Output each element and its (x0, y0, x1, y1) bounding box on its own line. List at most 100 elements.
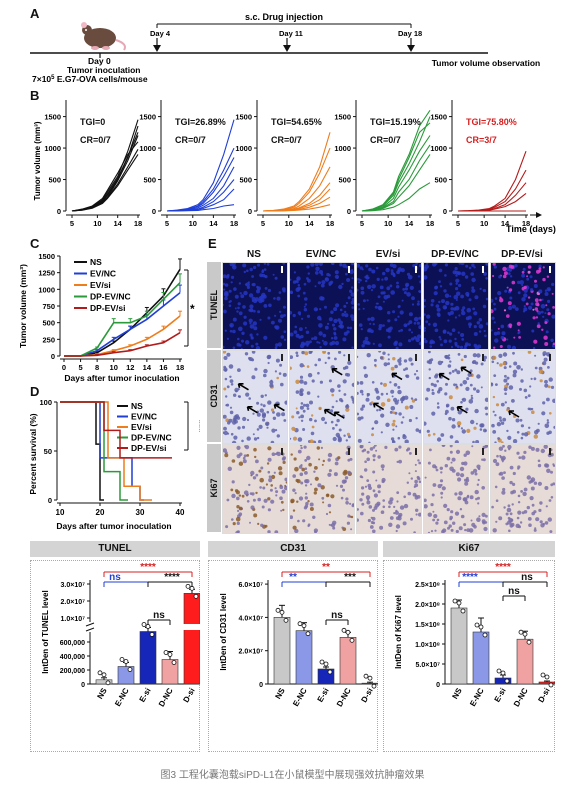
cell-dot (398, 412, 402, 416)
f-datapoint (97, 670, 103, 676)
cell-dot (334, 270, 339, 275)
f-datapoint (345, 629, 351, 635)
cell-dot (404, 439, 409, 443)
cell-dot (446, 456, 451, 461)
cell-dot (466, 528, 471, 532)
cell-dot (361, 449, 365, 453)
cell-dot (494, 414, 497, 417)
b-cr-label: CR=0/7 (175, 135, 206, 145)
cell-dot (344, 313, 349, 318)
cell-dot (236, 454, 241, 459)
cell-dot (258, 424, 263, 429)
cell-dot (374, 364, 377, 367)
cell-dot (253, 447, 257, 452)
cell-dot (234, 419, 238, 424)
cell-dot (388, 505, 391, 509)
cell-dot (493, 265, 497, 269)
cell-dot (548, 499, 552, 502)
cell-dot (327, 503, 332, 508)
cell-dot (521, 273, 525, 278)
cell-dot (326, 272, 330, 277)
cell-dot (439, 338, 442, 341)
scale-bar (482, 448, 484, 455)
cell-dot (549, 412, 552, 415)
b-curve-DP_EV_NC-6 (361, 182, 431, 212)
cell-dot (432, 464, 437, 469)
micrograph-tunel-0 (222, 262, 288, 350)
f-y-tick-label: 2.0×10⁷ (239, 649, 264, 656)
cell-dot (436, 518, 440, 522)
cell-dot (491, 329, 493, 332)
cell-dot (357, 278, 360, 281)
cell-dot (285, 481, 287, 484)
cell-dot (478, 324, 484, 329)
cell-dot (342, 337, 347, 342)
cell-dot (527, 394, 531, 398)
cell-dot (499, 345, 503, 348)
cell-dot (224, 453, 229, 458)
cell-dot (262, 296, 265, 299)
cell-dot (465, 407, 469, 411)
cell-dot (405, 284, 409, 287)
b-tgi-label: TGI=15.19% (370, 117, 421, 127)
cell-dot (242, 459, 247, 464)
cell-dot (459, 383, 463, 387)
f-sig-ns-vs-dsi-label: **** (495, 562, 511, 573)
cell-dot (360, 407, 364, 411)
cell-dot (306, 344, 309, 347)
f-category-label: E-NC (113, 686, 131, 708)
cell-dot (368, 441, 371, 443)
cell-dot (407, 447, 411, 451)
cell-dot (478, 515, 481, 518)
cell-dot (451, 370, 455, 373)
cell-dot (272, 411, 275, 414)
cell-dot (357, 518, 359, 522)
cell-dot (498, 516, 503, 521)
arrow-icon (246, 405, 258, 414)
cell-dot (253, 309, 256, 313)
cell-dot (415, 513, 418, 516)
cell-dot (450, 528, 454, 532)
cell-dot (480, 386, 483, 389)
cell-dot (453, 294, 459, 300)
cell-dot (475, 422, 478, 425)
cell-dot (491, 316, 495, 320)
cell-dot (512, 369, 518, 374)
cell-dot (444, 464, 448, 468)
cell-dot (436, 437, 442, 442)
d-y-tick-label: 0 (48, 496, 52, 505)
cell-dot (448, 339, 452, 343)
cell-dot (415, 369, 419, 373)
cell-dot (296, 479, 301, 484)
cell-dot (267, 470, 271, 474)
cell-dot (436, 380, 439, 383)
cell-dot (440, 471, 443, 474)
cell-dot (305, 330, 310, 334)
micrograph-ki67-3 (423, 444, 489, 534)
cell-dot (232, 346, 236, 349)
cell-dot (333, 307, 338, 312)
cell-dot (361, 492, 365, 496)
cell-dot (470, 394, 473, 397)
f-category-label: NS (450, 686, 464, 701)
cell-dot (223, 367, 228, 372)
cell-dot (229, 323, 234, 328)
micrograph-texture (424, 351, 488, 443)
cell-dot (398, 342, 403, 347)
cell-dot (263, 373, 267, 378)
cell-dot (449, 295, 452, 298)
f-datapoint (163, 650, 169, 655)
cell-dot (314, 263, 319, 267)
cell-dot (408, 472, 411, 475)
scale-bar (281, 354, 283, 361)
cell-dot (318, 331, 323, 336)
b-x-tick-label: 10 (285, 219, 293, 228)
cell-dot (302, 291, 306, 295)
cell-dot (251, 275, 254, 278)
b-curve-EV_NC-6 (167, 204, 235, 212)
cell-dot (266, 410, 270, 414)
d-y-tick-label: 100 (39, 398, 52, 407)
cell-dot (267, 508, 271, 512)
cell-dot (372, 489, 376, 493)
cell-dot (224, 377, 228, 381)
